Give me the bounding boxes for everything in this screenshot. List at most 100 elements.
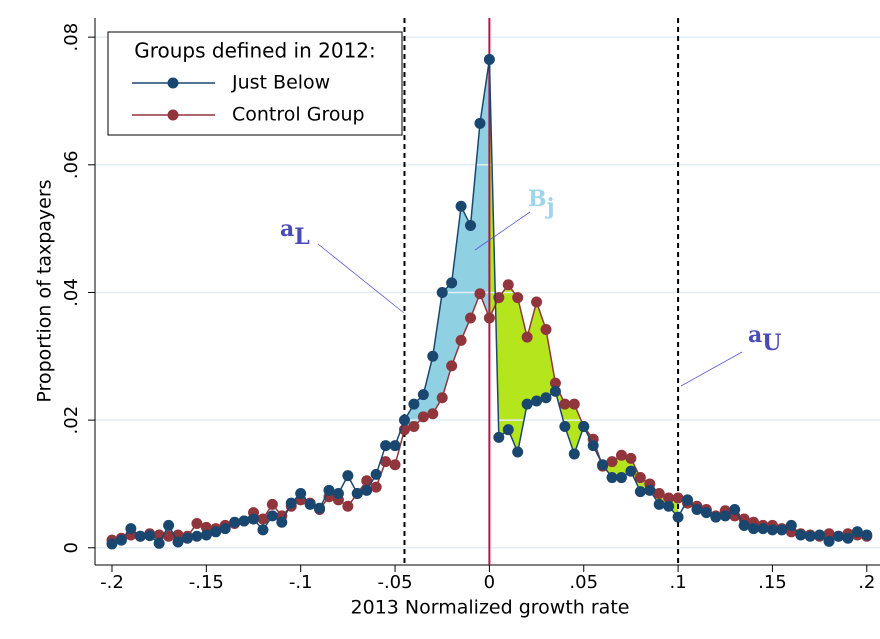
- marker: [153, 537, 165, 549]
- marker: [389, 440, 401, 452]
- marker: [266, 498, 278, 510]
- marker: [380, 440, 392, 452]
- marker: [229, 516, 241, 528]
- marker: [653, 488, 665, 500]
- marker: [842, 532, 854, 544]
- marker: [304, 498, 316, 510]
- x-tick-label: -.15: [189, 572, 224, 593]
- x-tick-label: .15: [758, 572, 787, 593]
- marker: [257, 524, 269, 536]
- annotation-text: a: [748, 322, 762, 348]
- marker: [351, 488, 363, 500]
- marker: [804, 530, 816, 542]
- marker: [748, 523, 760, 535]
- x-tick-label: -.2: [100, 572, 124, 593]
- marker: [436, 392, 448, 404]
- marker: [615, 472, 627, 484]
- y-axis-title: Proportion of taxpayers: [34, 179, 56, 402]
- annotation-subscript: j: [545, 194, 555, 220]
- marker: [323, 484, 335, 496]
- marker: [115, 534, 127, 546]
- shaded-area: [404, 59, 490, 430]
- marker: [559, 420, 571, 432]
- marker: [634, 472, 646, 484]
- marker: [559, 398, 571, 410]
- marker: [285, 497, 297, 509]
- marker: [615, 449, 627, 461]
- marker: [663, 492, 675, 504]
- marker: [502, 279, 514, 291]
- annotation-text: B: [528, 186, 547, 212]
- marker: [606, 472, 618, 484]
- marker: [653, 498, 665, 510]
- marker: [446, 360, 458, 372]
- marker: [851, 526, 863, 538]
- marker: [814, 529, 826, 541]
- marker: [757, 523, 769, 535]
- marker: [257, 513, 269, 525]
- annotation: aL: [280, 216, 310, 250]
- marker: [106, 538, 118, 550]
- legend-marker: [167, 77, 179, 89]
- marker: [455, 200, 467, 212]
- marker: [455, 334, 467, 346]
- marker: [238, 515, 250, 527]
- marker: [531, 395, 543, 407]
- marker: [700, 507, 712, 519]
- x-tick-label: -.1: [289, 572, 313, 593]
- marker: [172, 536, 184, 548]
- marker: [823, 528, 835, 540]
- annotation: aU: [748, 322, 781, 356]
- marker: [125, 523, 137, 535]
- marker: [795, 529, 807, 541]
- marker: [502, 424, 514, 436]
- marker: [597, 459, 609, 471]
- marker: [738, 519, 750, 531]
- marker: [540, 323, 552, 335]
- y-tick-label: .08: [61, 23, 82, 52]
- marker: [823, 535, 835, 547]
- marker: [587, 440, 599, 452]
- legend-label: Just Below: [231, 72, 330, 94]
- marker: [370, 468, 382, 480]
- marker: [417, 411, 429, 423]
- marker: [342, 500, 354, 512]
- marker: [361, 484, 373, 496]
- marker: [465, 219, 477, 231]
- marker: [248, 513, 260, 525]
- marker: [144, 530, 156, 542]
- marker: [191, 530, 203, 542]
- marker: [210, 526, 222, 538]
- marker: [163, 530, 175, 542]
- marker: [832, 530, 844, 542]
- marker: [549, 385, 561, 397]
- marker: [219, 523, 231, 535]
- x-tick-label: -.05: [377, 572, 412, 593]
- marker: [861, 529, 873, 541]
- marker: [776, 524, 788, 536]
- annotation-text: a: [280, 216, 294, 242]
- marker: [691, 503, 703, 515]
- legend-label: Control Group: [232, 104, 365, 126]
- marker: [427, 350, 439, 362]
- marker: [729, 503, 741, 515]
- y-tick-label: .06: [61, 150, 82, 179]
- marker: [446, 277, 458, 289]
- marker: [332, 488, 344, 500]
- marker: [493, 431, 505, 443]
- marker: [634, 486, 646, 498]
- marker: [483, 312, 495, 324]
- marker: [200, 521, 212, 533]
- legend-marker: [167, 109, 179, 121]
- marker: [719, 510, 731, 522]
- marker: [465, 312, 477, 324]
- x-tick-label: .2: [858, 572, 875, 593]
- marker: [295, 488, 307, 500]
- y-tick-label: .02: [61, 406, 82, 435]
- x-tick-label: 0: [484, 572, 495, 593]
- marker: [436, 286, 448, 298]
- marker: [540, 392, 552, 404]
- marker: [549, 377, 561, 389]
- marker: [483, 53, 495, 65]
